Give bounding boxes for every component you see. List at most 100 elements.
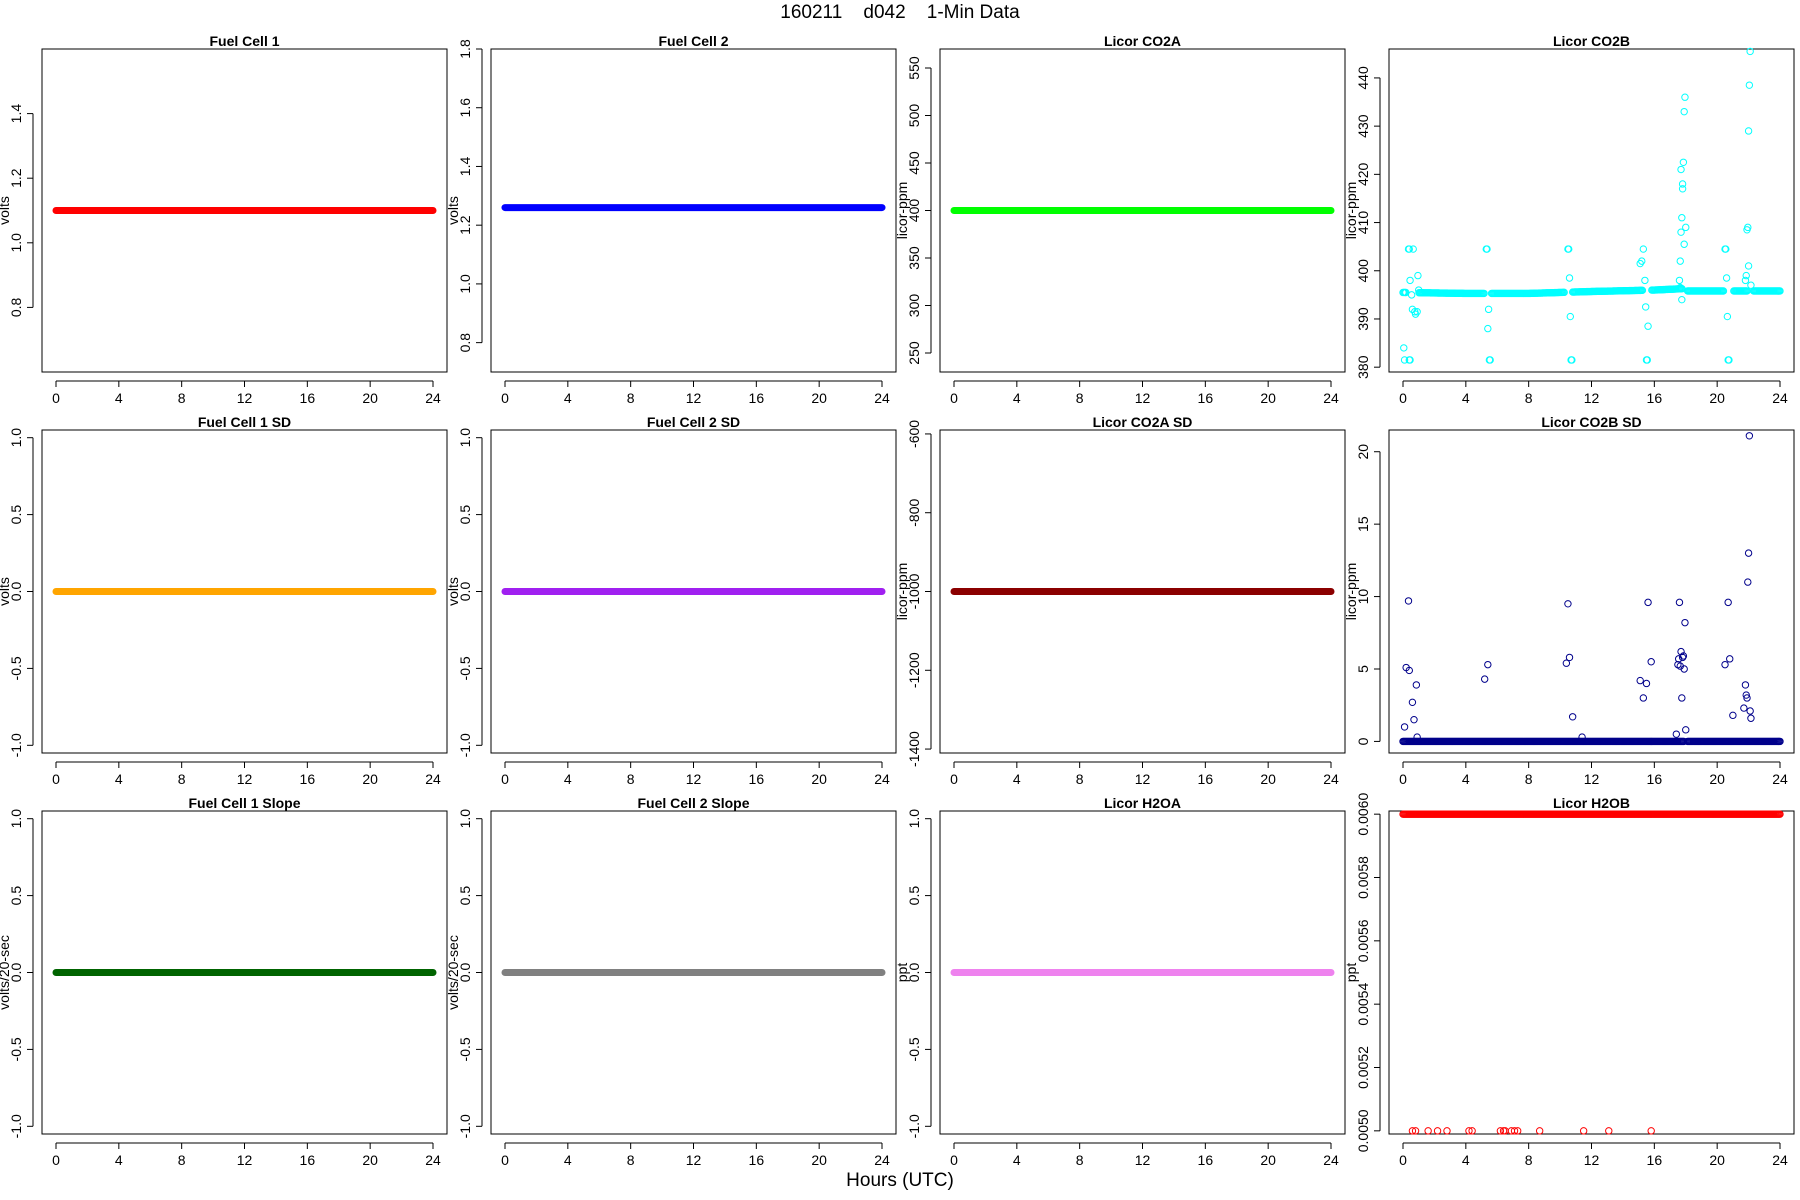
- x-tick-label: 0: [501, 771, 509, 787]
- data-point: [1721, 660, 1729, 669]
- data-point: [1408, 698, 1417, 707]
- data-point: [1678, 295, 1686, 304]
- y-tick-label: 15: [1355, 516, 1371, 532]
- panel-title: Fuel Cell 2 Slope: [637, 795, 749, 811]
- y-tick-label: 1.0: [457, 809, 473, 829]
- x-tick-label: 4: [1462, 1152, 1470, 1168]
- data-point: [1744, 127, 1753, 135]
- panel-title: Licor CO2A SD: [1093, 414, 1193, 430]
- x-tick-label: 16: [749, 1152, 765, 1168]
- y-tick-label: 0.5: [457, 886, 473, 906]
- data-point: [1744, 549, 1753, 557]
- y-axis-label: ppt: [894, 963, 910, 983]
- y-tick-label: 0.0: [906, 963, 922, 983]
- data-point: [1677, 165, 1685, 174]
- x-tick-label: 20: [1260, 771, 1276, 787]
- x-tick-label: 12: [686, 1152, 702, 1168]
- y-tick-label: 0.0050: [1355, 1109, 1371, 1152]
- data-point: [1644, 322, 1652, 330]
- y-tick-label: 410: [1355, 211, 1371, 235]
- data-point: [1744, 262, 1753, 270]
- data-point: [1776, 810, 1784, 818]
- data-point: [1723, 312, 1732, 321]
- y-tick-label: -0.5: [906, 1037, 922, 1061]
- data-point: [1742, 271, 1750, 280]
- x-tick-label: 20: [811, 390, 827, 406]
- y-axis-label: volts/20-sec: [0, 935, 12, 1010]
- y-tick-label: -0.5: [8, 1037, 24, 1061]
- data-point: [1638, 286, 1647, 295]
- y-tick-label: -0.5: [8, 656, 24, 680]
- y-tick-label: 1.0: [8, 809, 24, 829]
- x-tick-label: 20: [811, 1152, 827, 1168]
- data-point: [1639, 245, 1648, 253]
- x-tick-label: 20: [1260, 390, 1276, 406]
- panel-licor-h2ob: Licor H2OB 0 4 8 12 16 20 24 0.0050 0.0052 0.0054 0…: [1343, 793, 1795, 1168]
- data-point: [1682, 726, 1690, 734]
- data-point: [1680, 665, 1688, 673]
- y-tick-label: 440: [1355, 66, 1371, 90]
- data-point: [1729, 711, 1737, 720]
- data-point: [1678, 185, 1687, 193]
- data-point: [1565, 245, 1573, 253]
- data-point: [1725, 356, 1733, 364]
- x-tick-label: 16: [300, 771, 316, 787]
- y-tick-label: 0: [1355, 737, 1371, 745]
- plot-frame: [41, 810, 448, 1135]
- x-tick-label: 24: [1772, 771, 1788, 787]
- data-point: [1744, 223, 1752, 232]
- y-tick-label: 0.0: [457, 582, 473, 602]
- x-tick-label: 20: [362, 771, 378, 787]
- data-point: [1644, 598, 1652, 607]
- x-tick-label: 8: [1076, 1152, 1084, 1168]
- data-point: [1578, 733, 1586, 741]
- x-tick-label: 8: [178, 771, 186, 787]
- data-point: [1745, 432, 1754, 440]
- y-tick-label: 1.4: [457, 157, 473, 177]
- y-tick-label: 250: [906, 341, 922, 365]
- plot-frame: [490, 48, 897, 373]
- x-tick-label: 0: [950, 1152, 958, 1168]
- y-axis-label: volts: [0, 577, 12, 606]
- data-point: [1568, 356, 1576, 364]
- x-tick-label: 12: [237, 771, 253, 787]
- x-tick-label: 12: [1584, 1152, 1600, 1168]
- x-tick-label: 4: [564, 390, 572, 406]
- x-tick-label: 24: [425, 1152, 441, 1168]
- x-tick-label: 20: [1709, 390, 1725, 406]
- panel-title: Fuel Cell 1 SD: [198, 414, 291, 430]
- data-point: [1744, 578, 1752, 586]
- panel-title: Licor CO2B SD: [1541, 414, 1641, 430]
- y-tick-label: 0.0052: [1355, 1046, 1371, 1089]
- data-point: [1484, 305, 1493, 314]
- plot-frame: [939, 48, 1346, 373]
- data-point: [1465, 1127, 1473, 1135]
- x-tick-label: 20: [1709, 771, 1725, 787]
- data-point: [1565, 274, 1574, 282]
- y-tick-label: 400: [906, 199, 922, 223]
- x-tick-label: 20: [362, 390, 378, 406]
- data-point: [1411, 1127, 1420, 1135]
- y-tick-label: 0.0: [8, 963, 24, 983]
- y-tick-label: -1000: [906, 573, 922, 609]
- data-point: [1677, 228, 1685, 236]
- x-tick-label: 4: [1462, 771, 1470, 787]
- y-tick-label: 5: [1355, 665, 1371, 673]
- panel-fuel-cell-2-slope: Fuel Cell 2 Slope 0 4 8 12 16 20 24 -1.0 -0.5 0.0 0…: [445, 795, 897, 1168]
- data-point: [1405, 666, 1413, 675]
- x-tick-label: 24: [874, 390, 890, 406]
- y-tick-label: 0.5: [906, 886, 922, 906]
- y-tick-label: 0.5: [457, 505, 473, 525]
- x-tick-label: 12: [1584, 390, 1600, 406]
- panel-licor-h2oa: Licor H2OA 0 4 8 12 16 20 24 -1.0 -0.5 0.0 0.5 1.0 pp…: [894, 795, 1346, 1168]
- x-tick-label: 12: [237, 1152, 253, 1168]
- data-point: [1643, 356, 1651, 364]
- y-axis-label: volts: [445, 196, 461, 225]
- data-point: [1413, 308, 1421, 316]
- data-point: [1745, 81, 1754, 89]
- data-point: [1410, 715, 1418, 724]
- y-tick-label: -1.0: [457, 1114, 473, 1138]
- data-point: [1406, 276, 1414, 285]
- y-tick-label: -1.0: [8, 733, 24, 757]
